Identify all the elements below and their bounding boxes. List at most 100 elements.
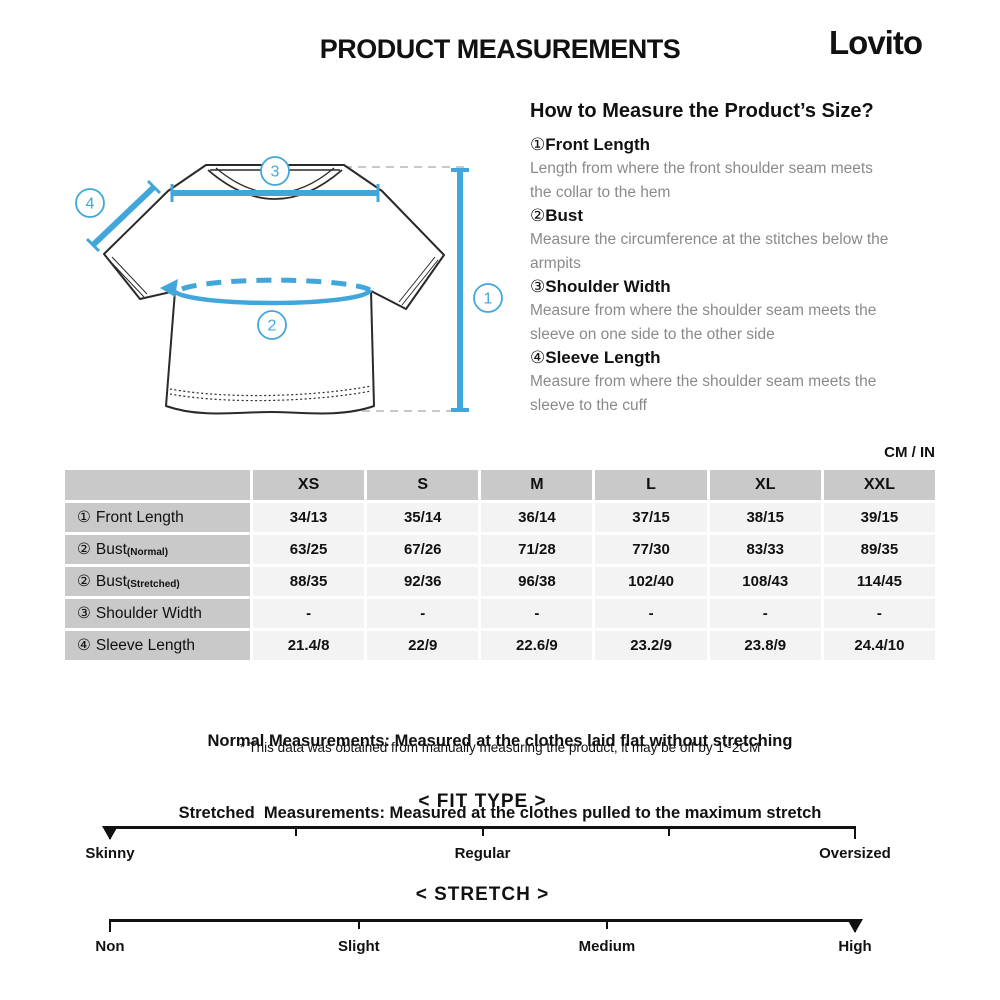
measurement-value: - <box>367 599 479 628</box>
instruction-label: Sleeve Length <box>545 348 661 367</box>
row-label-text: Sleeve Length <box>95 636 196 654</box>
measure-instruction: ②Bust Measure the circumference at the s… <box>530 204 942 275</box>
measurement-value: 36/14 <box>481 503 593 532</box>
measurement-value: 39/15 <box>823 503 935 532</box>
shoulder-width-line <box>170 184 380 202</box>
row-number: ④ <box>77 637 91 654</box>
svg-text:1: 1 <box>484 291 493 308</box>
measure-instructions: ①Front Length Length from where the fron… <box>530 133 942 417</box>
scale-axis <box>109 919 863 933</box>
scale-label: High <box>838 938 872 955</box>
table-corner-cell <box>65 470 250 500</box>
scale-title: < FIT TYPE > <box>418 791 547 812</box>
collar-scoop-outer <box>207 169 343 200</box>
size-column-header: XXL <box>823 470 935 500</box>
fit-type-marker <box>102 826 118 840</box>
left-cuff-stitch <box>108 256 148 298</box>
measure-instruction: ④Sleeve Length Measure from where the sh… <box>530 346 942 417</box>
scale-stretch: < STRETCH > Non Slight Medium High <box>95 884 871 958</box>
measure-instruction: ③Shoulder Width Measure from where the s… <box>530 275 942 346</box>
size-column-header: S <box>367 470 479 500</box>
page-title: PRODUCT MEASUREMENTS <box>319 34 681 64</box>
scale-fit-type: < FIT TYPE > Skinny Regular Oversized <box>85 791 890 865</box>
scale-label: Slight <box>337 938 380 955</box>
size-table: XS S M L XL XXL ① Front Length 34/13 35/14 36/14 37… <box>65 470 935 660</box>
instruction-description: Measure from where the shoulder seam mee… <box>530 373 877 414</box>
disclaimer-note: * This data was obtained from manually m… <box>239 740 761 755</box>
measurement-notes: Normal Measurements: Measured at the clo… <box>0 681 1000 873</box>
instruction-label: Front Length <box>545 135 651 154</box>
right-cuff-stitch <box>398 256 439 306</box>
measurement-value: - <box>481 599 593 628</box>
measurement-value: - <box>823 599 935 628</box>
row-label: ① Front Length <box>65 503 250 532</box>
instruction-number: ② <box>530 206 546 225</box>
instruction-description: Length from where the front shoulder sea… <box>530 160 873 201</box>
scale-title: < STRETCH > <box>415 884 550 905</box>
axis-tick <box>295 826 298 836</box>
tshirt-outline <box>103 164 445 415</box>
axis-endcap <box>109 919 111 932</box>
sleeve-length-line <box>85 179 162 253</box>
row-label-text: Front Length <box>95 508 184 526</box>
marker-front-length: 1 <box>473 283 503 313</box>
measurement-value: - <box>595 599 707 628</box>
measurement-value: 24.4/10 <box>823 631 935 660</box>
axis-tick <box>357 919 360 929</box>
svg-text:3: 3 <box>271 164 280 181</box>
bust-ellipse <box>160 277 373 306</box>
measurement-value: 83/33 <box>709 535 821 564</box>
instruction-label: Shoulder Width <box>545 277 671 296</box>
row-label: ② Bust (Stretched) <box>65 567 250 596</box>
measurement-value: 67/26 <box>367 535 479 564</box>
measurement-value: 71/28 <box>481 535 593 564</box>
measurement-value: 96/38 <box>481 567 593 596</box>
measurement-value: 63/25 <box>253 535 365 564</box>
size-column-header: M <box>481 470 593 500</box>
row-label-subscript: (Stretched) <box>126 579 180 590</box>
measurement-value: 22/9 <box>367 631 479 660</box>
row-label-text: Bust <box>95 572 127 590</box>
svg-text:4: 4 <box>86 196 95 213</box>
stretch-marker <box>847 919 863 933</box>
svg-text:2: 2 <box>268 318 277 335</box>
lovito-logo: Lovito <box>829 24 923 61</box>
instruction-number: ③ <box>530 277 546 296</box>
stretched-note: Stretched Measurements: Measured at the … <box>178 804 822 822</box>
unit-label: CM / IN <box>884 444 935 461</box>
instruction-label: Bust <box>545 206 584 225</box>
measurement-value: 38/15 <box>709 503 821 532</box>
measurement-value: 37/15 <box>595 503 707 532</box>
instruction-description: Measure from where the shoulder seam mee… <box>530 302 877 343</box>
front-length-line <box>451 168 469 412</box>
row-label: ② Bust (Normal) <box>65 535 250 564</box>
measurement-value: 102/40 <box>595 567 707 596</box>
instruction-number: ① <box>530 135 546 154</box>
size-column-header: XL <box>709 470 821 500</box>
marker-shoulder-width: 3 <box>260 156 290 186</box>
normal-note: Normal Measurements: Measured at the clo… <box>207 732 793 750</box>
row-number: ② <box>77 541 91 558</box>
axis-endcap <box>854 826 856 839</box>
marker-sleeve-length: 4 <box>75 188 105 218</box>
row-label-text: Bust <box>95 540 127 558</box>
size-column-header: XS <box>253 470 365 500</box>
axis-tick <box>605 919 608 929</box>
row-label-text: Shoulder Width <box>95 604 202 622</box>
scale-labels: Non Slight Medium High <box>95 938 871 958</box>
measurement-value: 92/36 <box>367 567 479 596</box>
measurement-value: 77/30 <box>595 535 707 564</box>
instruction-description: Measure the circumference at the stitche… <box>530 231 889 272</box>
measurement-value: 22.6/9 <box>481 631 593 660</box>
measurement-value: 88/35 <box>253 567 365 596</box>
scale-label: Oversized <box>819 845 891 862</box>
scale-label: Regular <box>454 845 511 862</box>
measurement-value: 21.4/8 <box>253 631 365 660</box>
how-to-measure-title: How to Measure the Product’s Size? <box>530 100 874 122</box>
row-label: ③ Shoulder Width <box>65 599 250 628</box>
scale-label: Non <box>95 938 125 955</box>
measurement-value: 108/43 <box>709 567 821 596</box>
size-column-header: L <box>595 470 707 500</box>
tshirt-measurement-diagram: 3 4 2 1 <box>75 156 503 415</box>
